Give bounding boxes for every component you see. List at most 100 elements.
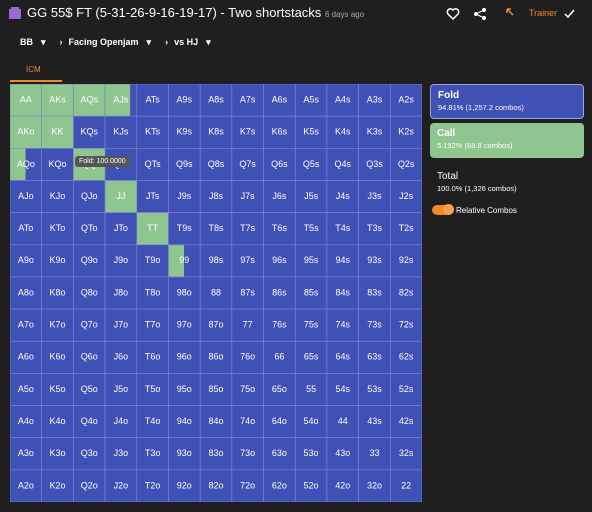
cell[interactable] [104, 437, 138, 471]
cell[interactable] [10, 308, 42, 342]
cell[interactable] [294, 276, 328, 310]
cell[interactable] [231, 340, 264, 374]
cell[interactable] [390, 437, 422, 471]
cell[interactable] [263, 148, 296, 181]
cell[interactable] [358, 469, 391, 502]
cell[interactable] [199, 276, 233, 310]
fold-box[interactable]: Fold 94.81% (1,257.2 combos) [430, 84, 584, 119]
cell[interactable] [10, 437, 42, 471]
cell[interactable] [168, 405, 201, 438]
cell[interactable] [10, 276, 42, 310]
cell[interactable] [41, 405, 74, 438]
cell[interactable] [263, 437, 296, 471]
cell[interactable] [10, 469, 42, 502]
cell[interactable] [199, 212, 233, 246]
cell[interactable] [73, 469, 106, 502]
cell[interactable] [73, 115, 106, 149]
cell[interactable] [294, 115, 328, 149]
cell[interactable] [294, 405, 328, 438]
cell[interactable] [199, 340, 233, 374]
cell[interactable] [10, 212, 42, 246]
call-box[interactable]: Call 5.192% (68.8 combos) [430, 123, 584, 158]
cell[interactable] [199, 308, 233, 342]
cell[interactable] [168, 437, 201, 471]
cell[interactable] [263, 115, 296, 149]
cell[interactable] [358, 276, 391, 310]
nav-item[interactable]: BB [20, 37, 33, 47]
cell[interactable] [326, 308, 359, 342]
cell[interactable] [358, 405, 391, 438]
cell[interactable] [390, 115, 422, 149]
cell[interactable] [294, 244, 328, 278]
cell[interactable] [263, 244, 296, 278]
cell[interactable] [294, 373, 328, 406]
cell[interactable] [168, 84, 201, 117]
cell[interactable] [231, 84, 264, 117]
cell[interactable] [199, 180, 233, 213]
cell[interactable] [263, 276, 296, 310]
cell[interactable] [326, 469, 359, 502]
cell[interactable] [263, 212, 296, 246]
nav-item[interactable]: Facing Openjam [68, 37, 139, 47]
cell[interactable] [10, 405, 42, 438]
cell[interactable] [294, 148, 328, 181]
cell[interactable] [168, 212, 201, 246]
cell[interactable] [326, 276, 359, 310]
cell[interactable] [104, 244, 138, 278]
cell[interactable] [326, 115, 359, 149]
cell[interactable] [73, 373, 106, 406]
cell[interactable] [231, 148, 264, 181]
check[interactable] [564, 9, 575, 19]
cell[interactable] [326, 244, 359, 278]
cell[interactable] [263, 469, 296, 502]
cell[interactable] [326, 148, 359, 181]
cell[interactable] [73, 437, 106, 471]
cell[interactable] [199, 405, 233, 438]
trainer[interactable]: Trainer [529, 8, 558, 18]
cell[interactable] [168, 276, 201, 310]
cell[interactable] [294, 180, 328, 213]
cell[interactable] [326, 373, 359, 406]
favorite[interactable] [446, 8, 460, 21]
cell[interactable] [199, 244, 233, 278]
cell[interactable] [136, 373, 169, 406]
cell[interactable] [104, 373, 138, 406]
cell[interactable] [136, 276, 169, 310]
cell[interactable] [136, 180, 169, 213]
cell[interactable] [136, 437, 169, 471]
cell[interactable] [326, 437, 359, 471]
cell[interactable] [263, 340, 296, 374]
cell[interactable] [263, 405, 296, 438]
cell[interactable] [358, 340, 391, 374]
cell[interactable] [326, 340, 359, 374]
cell[interactable] [104, 308, 138, 342]
cell[interactable] [294, 308, 328, 342]
cell[interactable] [41, 469, 74, 502]
cell[interactable] [231, 405, 264, 438]
cell[interactable] [326, 212, 359, 246]
cell[interactable] [41, 373, 74, 406]
cell[interactable] [390, 373, 422, 406]
cell[interactable] [358, 244, 391, 278]
cell[interactable] [199, 437, 233, 471]
cell[interactable] [199, 469, 233, 502]
cell[interactable] [136, 405, 169, 438]
tab[interactable]: ICM [26, 65, 41, 74]
cell[interactable] [390, 148, 422, 181]
cell[interactable] [73, 308, 106, 342]
cell[interactable] [358, 115, 391, 149]
cell[interactable] [168, 115, 201, 149]
cell[interactable] [10, 373, 42, 406]
cell[interactable] [73, 212, 106, 246]
cell[interactable] [168, 340, 201, 374]
cell[interactable] [390, 469, 422, 502]
cell[interactable] [136, 115, 169, 149]
cell[interactable] [104, 115, 138, 149]
cell[interactable] [358, 308, 391, 342]
cell[interactable] [390, 276, 422, 310]
toggle[interactable] [432, 205, 452, 215]
cell[interactable] [168, 308, 201, 342]
share[interactable] [474, 8, 486, 20]
cell[interactable] [390, 180, 422, 213]
nav-item[interactable]: vs HJ [174, 37, 199, 47]
